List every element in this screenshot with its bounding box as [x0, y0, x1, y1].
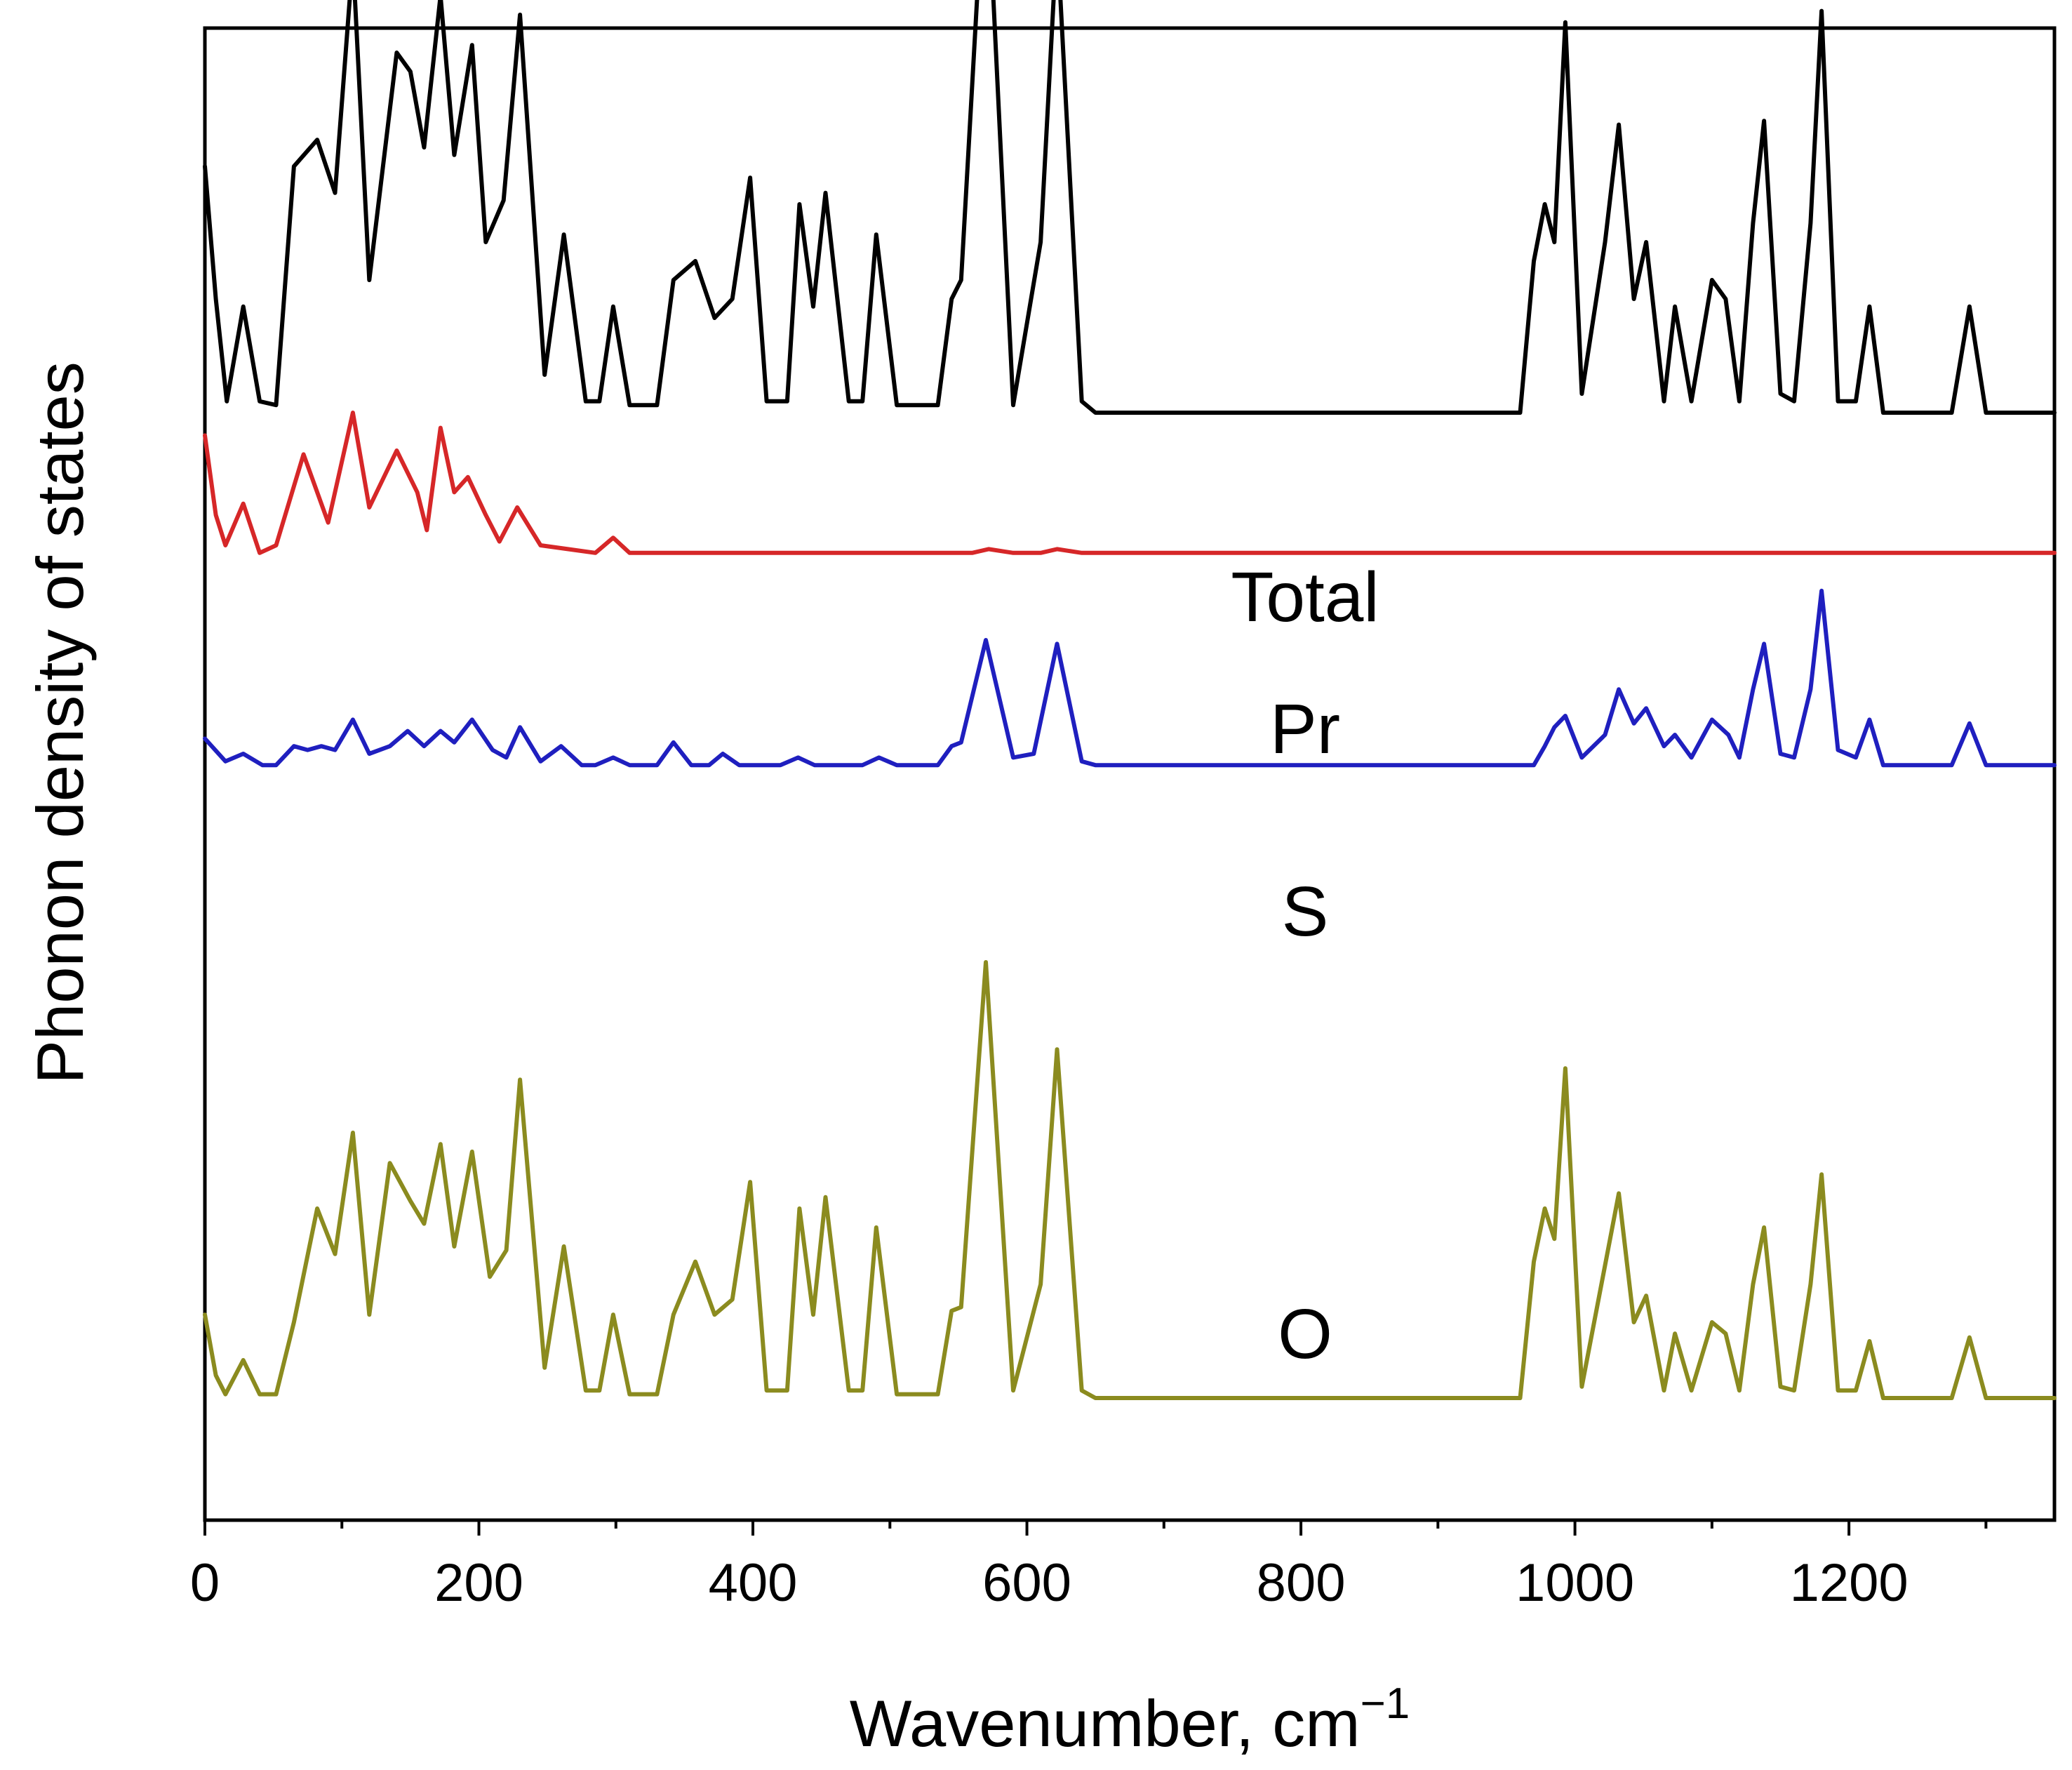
series-line-total	[203, 0, 2057, 415]
series-layer	[203, 0, 2057, 1400]
x-tick-label: 800	[1257, 1553, 1346, 1613]
x-axis-ticks: 0 200 400 600 800 1000 1200	[190, 1520, 1988, 1613]
x-tick-label: 400	[709, 1553, 798, 1613]
x-tick-label: 600	[982, 1553, 1071, 1613]
x-axis-title-text: Wavenumber, cm	[850, 1686, 1361, 1760]
x-tick-label: 1200	[1790, 1553, 1909, 1613]
x-axis-title-superscript: −1	[1361, 1679, 1410, 1728]
series-label-s: S	[1282, 872, 1329, 951]
series-line-s	[203, 588, 2057, 768]
x-tick-label: 0	[190, 1553, 220, 1613]
series-label-total: Total	[1231, 558, 1379, 637]
y-axis-title: Phonon density of states	[23, 361, 97, 1084]
series-line-pr	[203, 411, 2057, 555]
series-label-o: O	[1278, 1295, 1332, 1373]
series-label-pr: Pr	[1270, 690, 1340, 768]
series-labels: Total Pr S O	[1231, 558, 1379, 1373]
plot-frame	[203, 26, 2057, 1522]
plot-area-border	[203, 26, 2057, 1522]
series-line-o	[203, 960, 2057, 1400]
x-tick-label: 1000	[1516, 1553, 1634, 1613]
x-axis-title: Wavenumber, cm−1	[850, 1679, 1410, 1760]
x-tick-label: 200	[434, 1553, 523, 1613]
